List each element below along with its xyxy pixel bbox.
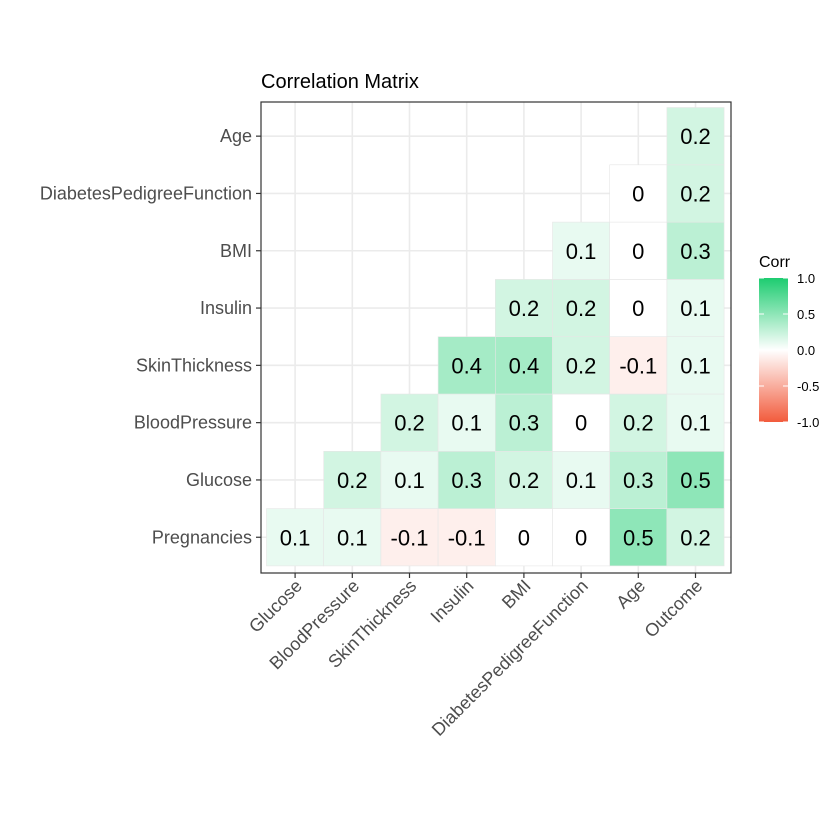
cell-value-label: 0.1: [280, 525, 311, 550]
cell-value-label: 0.3: [451, 468, 482, 493]
cell-value-label: 0: [575, 525, 587, 550]
cell-value-label: 0.1: [680, 296, 711, 321]
cell-value-label: 0.1: [566, 468, 597, 493]
cell-value-label: 0.1: [394, 468, 425, 493]
legend-tick-label: -0.5: [797, 379, 819, 394]
x-tick-label: Insulin: [427, 576, 478, 627]
legend-tick-label: 1.0: [797, 271, 815, 286]
heatmap-cell: [609, 279, 668, 337]
cell-value-label: 0.4: [509, 353, 540, 378]
cell-value-label: 0.2: [337, 468, 368, 493]
y-tick-label: DiabetesPedigreeFunction: [40, 183, 252, 203]
cell-value-label: 0.2: [509, 468, 540, 493]
heatmap-cell: [494, 336, 553, 395]
heatmap-cell: [609, 393, 668, 452]
cell-value-label: 0.1: [337, 525, 368, 550]
cell-value-label: -0.1: [391, 525, 429, 550]
legend-tick-label: -1.0: [797, 415, 819, 430]
cell-value-label: -0.1: [619, 353, 657, 378]
heatmap-cells: [266, 107, 725, 567]
y-tick-label: SkinThickness: [136, 355, 252, 375]
cell-value-label: 0.2: [623, 411, 654, 436]
heatmap-cell: [494, 508, 553, 567]
heatmap-cell: [666, 336, 725, 395]
heatmap-cell: [552, 279, 611, 337]
heatmap-cell: [494, 393, 553, 452]
y-axis: Pregnancies Glucose BloodPressure SkinThick…: [40, 126, 261, 547]
cell-value-label: 0.4: [451, 353, 482, 378]
cell-value-label: 0: [632, 239, 644, 264]
panel-border: [260, 101, 732, 574]
heatmap-cell: [609, 336, 668, 395]
heatmap-cell: [609, 164, 668, 223]
cell-value-label: 0.1: [680, 411, 711, 436]
heatmap-cell: [552, 336, 611, 395]
heatmap-cell: [380, 450, 439, 509]
cell-value-label: 0.3: [623, 468, 654, 493]
cell-value-label: 0: [632, 181, 644, 206]
cell-value-label: 0: [518, 525, 530, 550]
legend-title: Corr: [759, 254, 791, 271]
cell-value-label: 0.2: [680, 525, 711, 550]
heatmap-cell: [437, 508, 496, 567]
x-tick-label: Age: [612, 576, 649, 613]
cell-value-label: 0.1: [451, 411, 482, 436]
heatmap-cell: [266, 508, 325, 567]
cell-value-label: 0.2: [509, 296, 540, 321]
cell-value-label: 0.2: [680, 181, 711, 206]
x-tick-label: BMI: [498, 576, 535, 613]
heatmap-cell: [494, 279, 553, 337]
heatmap-cell: [666, 107, 725, 166]
heatmap-cell: [552, 508, 611, 567]
y-tick-label: Pregnancies: [152, 527, 252, 547]
y-tick-label: Glucose: [186, 470, 252, 490]
heatmap-cell: [437, 450, 496, 509]
cell-value-label: 0.2: [680, 124, 711, 149]
cell-value-label: -0.1: [448, 525, 486, 550]
y-tick-label: Insulin: [200, 298, 252, 318]
cell-value-label: 0.2: [566, 296, 597, 321]
heatmap-cell: [437, 336, 496, 395]
cell-value-label: 0: [632, 296, 644, 321]
heatmap-cell: [552, 221, 611, 280]
y-tick-label: BMI: [220, 241, 252, 261]
cell-value-label: 0.3: [680, 239, 711, 264]
heatmap-cell: [609, 450, 668, 509]
cell-labels: 0.1 0.1 -0.1 -0.1 0 0 0.5 0.2 0.2 0.1 0.3 0.2 0.1 0.3…: [280, 124, 711, 550]
heatmap-cell: [609, 221, 668, 280]
cell-value-label: 0.1: [680, 353, 711, 378]
y-tick-label: BloodPressure: [134, 413, 252, 433]
heatmap-cell: [380, 508, 439, 567]
cell-value-label: 0.2: [566, 353, 597, 378]
x-tick-label: Outcome: [641, 576, 707, 642]
legend-ticks: 1.0 0.5 0.0 -0.5 -1.0: [759, 271, 819, 430]
cell-value-label: 0.2: [394, 411, 425, 436]
heatmap-cell: [666, 164, 725, 223]
heatmap-cell: [666, 508, 725, 567]
cell-value-label: 0.1: [566, 239, 597, 264]
heatmap-cell: [609, 508, 668, 567]
y-tick-label: Age: [220, 126, 252, 146]
heatmap-cell: [323, 450, 382, 509]
cell-value-label: 0.5: [680, 468, 711, 493]
cell-value-label: 0: [575, 411, 587, 436]
legend-tick-label: 0.5: [797, 307, 815, 322]
heatmap-cell: [323, 508, 382, 567]
cell-value-label: 0.5: [623, 525, 654, 550]
chart-title: Correlation Matrix: [261, 71, 419, 93]
legend-tick-label: 0.0: [797, 343, 815, 358]
cell-value-label: 0.3: [509, 411, 540, 436]
legend: Corr 1.0 0.5 0.0 -0.5 -1.0: [759, 254, 819, 430]
